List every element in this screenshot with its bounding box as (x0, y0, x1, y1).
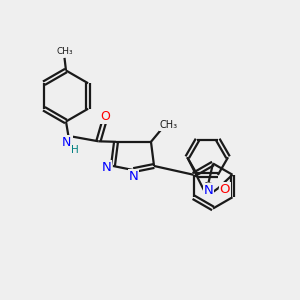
Text: N: N (129, 170, 138, 183)
Text: CH₃: CH₃ (56, 47, 73, 56)
Text: H: H (71, 145, 79, 155)
Text: N: N (204, 184, 213, 197)
Text: N: N (62, 136, 72, 149)
Text: CH₃: CH₃ (160, 120, 178, 130)
Text: O: O (220, 183, 230, 196)
Text: N: N (101, 161, 111, 174)
Text: O: O (100, 110, 110, 123)
